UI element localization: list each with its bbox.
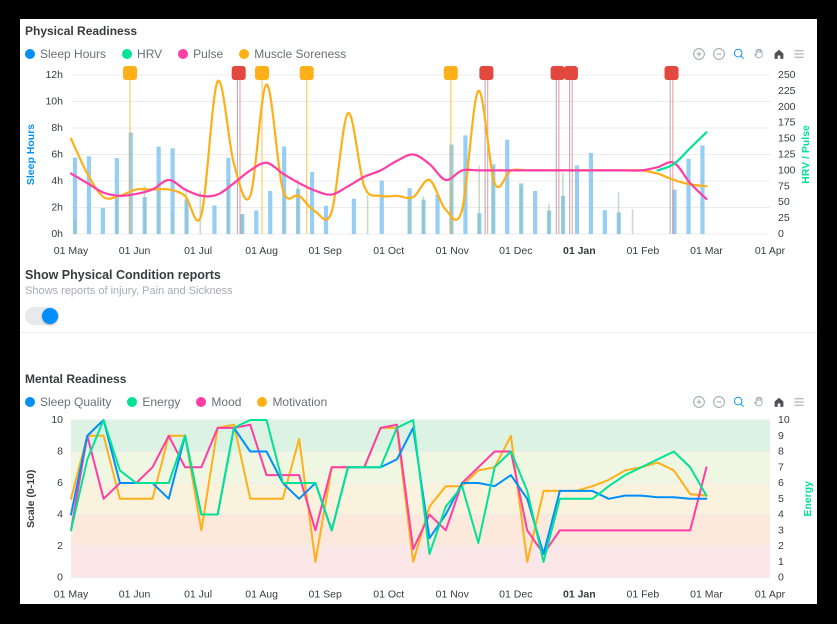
svg-text:01 Aug: 01 Aug	[245, 589, 278, 601]
svg-text:10h: 10h	[45, 96, 63, 108]
svg-text:150: 150	[778, 133, 796, 145]
svg-text:4: 4	[778, 509, 784, 521]
svg-text:01 Sep: 01 Sep	[309, 245, 342, 257]
svg-text:01 Feb: 01 Feb	[627, 589, 660, 601]
svg-text:7: 7	[778, 461, 784, 473]
svg-text:75: 75	[778, 180, 790, 192]
svg-text:01 Jul: 01 Jul	[184, 245, 212, 257]
svg-text:5: 5	[778, 493, 784, 505]
svg-text:01 Nov: 01 Nov	[436, 589, 470, 601]
svg-text:6h: 6h	[51, 149, 63, 161]
svg-text:01 Apr: 01 Apr	[755, 245, 786, 257]
svg-text:01 Jan: 01 Jan	[563, 589, 596, 601]
svg-text:01 Sep: 01 Sep	[309, 589, 342, 601]
svg-text:200: 200	[778, 101, 796, 113]
svg-text:01 Dec: 01 Dec	[499, 245, 532, 257]
svg-text:01 Apr: 01 Apr	[755, 589, 786, 601]
svg-text:2: 2	[57, 540, 63, 552]
svg-text:0: 0	[778, 572, 784, 584]
svg-text:2: 2	[778, 540, 784, 552]
svg-text:12h: 12h	[45, 69, 63, 81]
svg-text:175: 175	[778, 117, 796, 129]
svg-text:0: 0	[57, 572, 63, 584]
svg-text:0: 0	[778, 228, 784, 240]
svg-text:01 Mar: 01 Mar	[690, 589, 723, 601]
svg-text:125: 125	[778, 149, 796, 161]
svg-text:225: 225	[778, 85, 796, 97]
svg-text:6: 6	[778, 477, 784, 489]
svg-text:01 Jun: 01 Jun	[119, 245, 151, 257]
svg-text:Energy: Energy	[802, 481, 814, 517]
svg-text:01 Jun: 01 Jun	[119, 589, 151, 601]
svg-text:9: 9	[778, 430, 784, 442]
svg-text:01 Oct: 01 Oct	[373, 589, 404, 601]
svg-text:8: 8	[778, 446, 784, 458]
svg-text:25: 25	[778, 212, 790, 224]
svg-text:10: 10	[778, 414, 790, 426]
svg-text:4: 4	[57, 509, 63, 521]
svg-text:Scale (0-10): Scale (0-10)	[25, 470, 37, 528]
svg-text:3: 3	[778, 524, 784, 536]
svg-text:HRV / Pulse: HRV / Pulse	[800, 125, 812, 184]
svg-text:01 Jul: 01 Jul	[184, 589, 212, 601]
svg-text:Sleep Hours: Sleep Hours	[25, 124, 37, 185]
svg-text:2h: 2h	[51, 202, 63, 214]
svg-text:4h: 4h	[51, 175, 63, 187]
svg-text:250: 250	[778, 69, 796, 81]
svg-text:01 Nov: 01 Nov	[436, 245, 470, 257]
svg-text:01 May: 01 May	[54, 589, 89, 601]
svg-text:0h: 0h	[51, 228, 63, 240]
svg-text:10: 10	[51, 414, 63, 426]
svg-text:50: 50	[778, 196, 790, 208]
svg-text:8h: 8h	[51, 122, 63, 134]
svg-text:01 Oct: 01 Oct	[373, 245, 404, 257]
svg-text:6: 6	[57, 477, 63, 489]
svg-text:01 Mar: 01 Mar	[690, 245, 723, 257]
svg-text:01 Dec: 01 Dec	[499, 589, 532, 601]
svg-text:01 Feb: 01 Feb	[627, 245, 660, 257]
svg-text:100: 100	[778, 164, 796, 176]
svg-text:1: 1	[778, 556, 784, 568]
svg-text:8: 8	[57, 446, 63, 458]
svg-text:01 Aug: 01 Aug	[245, 245, 278, 257]
svg-text:01 May: 01 May	[54, 245, 89, 257]
svg-text:01 Jan: 01 Jan	[563, 245, 596, 257]
